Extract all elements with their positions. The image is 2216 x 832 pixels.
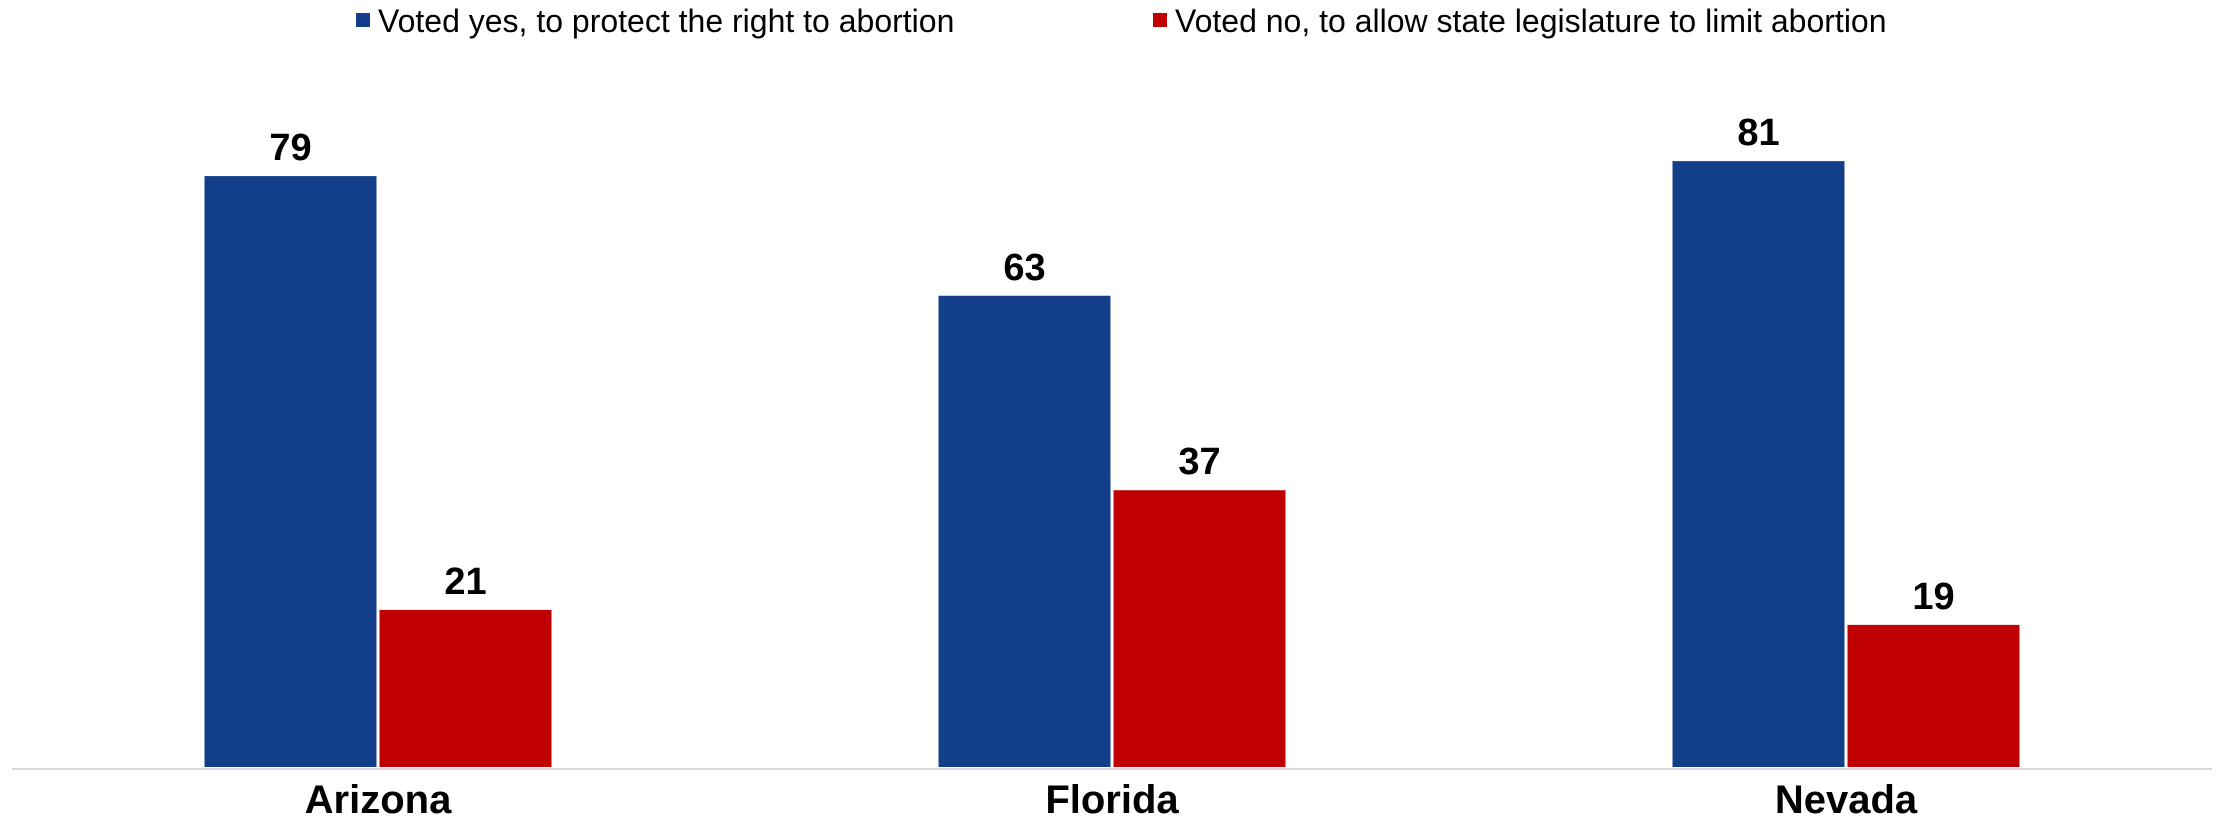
legend: Voted yes, to protect the right to abort… (356, 3, 1887, 39)
value-label-nevada-series-1: 19 (1912, 576, 1954, 618)
bar-arizona-series-0 (204, 176, 377, 767)
category-label-nevada: Nevada (1775, 778, 1918, 822)
value-labels: 79 21 63 37 81 19 (269, 112, 1954, 618)
value-label-nevada-series-0: 81 (1737, 112, 1779, 154)
value-label-florida-series-1: 37 (1178, 441, 1220, 483)
bar-nevada-series-0 (1672, 161, 1845, 767)
category-labels: Arizona Florida Nevada (305, 778, 1918, 822)
legend-label-1: Voted no, to allow state legislature to … (1175, 3, 1887, 39)
value-label-arizona-series-0: 79 (269, 127, 311, 169)
bar-florida-series-1 (1113, 490, 1286, 767)
value-label-arizona-series-1: 21 (444, 561, 486, 603)
legend-swatch-1 (1153, 13, 1167, 27)
bars (204, 161, 2020, 767)
category-label-florida: Florida (1045, 778, 1179, 822)
legend-swatch-0 (356, 13, 370, 27)
bar-florida-series-0 (938, 295, 1111, 767)
value-label-florida-series-0: 63 (1003, 247, 1045, 289)
bar-arizona-series-1 (379, 609, 552, 767)
category-label-arizona: Arizona (305, 778, 452, 822)
legend-label-0: Voted yes, to protect the right to abort… (378, 3, 954, 39)
bar-nevada-series-1 (1847, 624, 2020, 767)
